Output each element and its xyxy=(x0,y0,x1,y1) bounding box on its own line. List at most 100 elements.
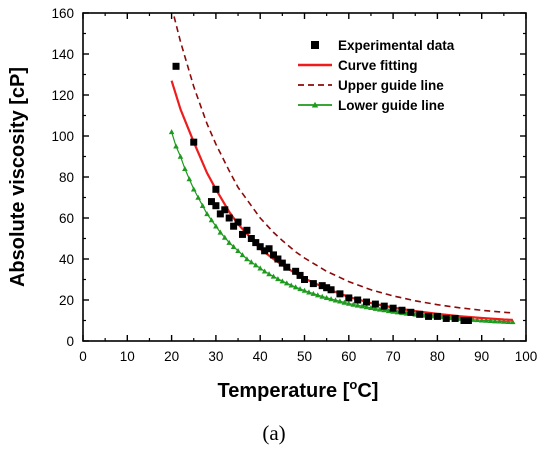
lower-guide-marker xyxy=(261,268,268,274)
data-point xyxy=(389,304,397,312)
data-point xyxy=(460,317,468,324)
lower-guide-marker xyxy=(239,252,246,258)
data-point xyxy=(451,314,459,322)
lower-guide-marker xyxy=(301,287,308,293)
data-point xyxy=(225,214,233,222)
data-point xyxy=(318,282,326,290)
data-point xyxy=(345,294,353,302)
y-tick-label: 40 xyxy=(59,252,74,267)
lower-guide-marker xyxy=(257,265,263,271)
legend-label-curve-fitting: Curve fitting xyxy=(338,58,418,73)
data-point xyxy=(265,245,273,253)
lower-guide-marker xyxy=(363,304,370,310)
data-point xyxy=(336,290,344,298)
data-point xyxy=(380,302,388,310)
lower-guide-marker xyxy=(341,299,348,305)
x-tick-label: 10 xyxy=(120,349,135,364)
lower-guide-marker xyxy=(323,294,330,300)
lower-guide-marker xyxy=(297,286,303,292)
lower-guide-marker xyxy=(483,317,489,323)
lower-guide-marker xyxy=(492,318,498,324)
y-tick-label: 20 xyxy=(59,293,74,308)
legend: Experimental data Curve fitting Upper guid… xyxy=(298,38,455,113)
lower-guide-marker xyxy=(288,282,295,288)
x-tick-label: 0 xyxy=(79,349,87,364)
lower-guide-marker xyxy=(173,143,179,149)
lower-guide-marker xyxy=(381,307,388,313)
data-point xyxy=(172,62,180,70)
data-point xyxy=(190,138,198,146)
lower-guide-marker xyxy=(314,292,321,298)
axes: 0 10 20 30 40 50 60 70 80 90 100 0 20 40 60 80 100 120 140… xyxy=(51,6,537,364)
lower-guide-marker xyxy=(385,308,392,314)
data-point xyxy=(296,271,304,279)
x-tick-label: 30 xyxy=(208,349,223,364)
lower-guide-marker xyxy=(190,186,197,192)
data-point xyxy=(261,247,269,255)
data-point xyxy=(238,230,246,238)
lower-guide-marker xyxy=(372,305,379,311)
lower-guide-marker xyxy=(252,262,259,268)
upper-guide-line-line xyxy=(172,13,513,314)
lower-guide-marker xyxy=(275,276,281,282)
x-tick-label: 20 xyxy=(164,349,179,364)
lower-guide-marker xyxy=(235,248,241,254)
y-tick-label: 100 xyxy=(51,129,74,144)
y-tick-label: 80 xyxy=(59,170,74,185)
data-point xyxy=(327,286,335,294)
data-point xyxy=(207,198,215,206)
data-point xyxy=(425,312,433,320)
data-point xyxy=(216,210,224,218)
legend-label-lower-guide-line: Lower guide line xyxy=(338,98,445,113)
lower-guide-marker xyxy=(186,176,193,182)
data-point xyxy=(234,218,242,226)
data-point xyxy=(354,296,362,304)
lower-guide-marker xyxy=(487,317,494,323)
lower-guide-marker xyxy=(478,317,485,323)
x-axis-title-degree: o xyxy=(349,377,357,392)
y-tick-label: 120 xyxy=(51,88,74,103)
x-tick-label: 60 xyxy=(341,349,356,364)
lower-guide-marker xyxy=(283,280,290,286)
legend-swatch-experimental-data xyxy=(311,41,319,49)
lower-guide-marker xyxy=(292,284,299,290)
lower-guide-marker xyxy=(377,306,383,312)
lower-guide-marker xyxy=(279,278,286,284)
lower-guide-marker xyxy=(354,302,361,308)
lower-guide-marker xyxy=(204,211,210,217)
legend-label-upper-guide-line: Upper guide line xyxy=(338,78,444,93)
lower-guide-marker xyxy=(270,273,277,279)
data-point xyxy=(371,300,379,308)
lower-guide-marker xyxy=(213,223,219,229)
data-point xyxy=(416,310,424,318)
lower-guide-marker xyxy=(350,301,357,307)
data-point xyxy=(464,317,472,324)
lower-guide-marker xyxy=(505,318,512,324)
lower-guide-marker xyxy=(328,296,334,302)
data-point xyxy=(363,298,371,306)
lower-guide-marker xyxy=(266,271,272,277)
data-point xyxy=(274,255,282,263)
lower-guide-marker xyxy=(306,289,312,295)
data-point xyxy=(283,263,291,271)
data-point xyxy=(269,251,277,259)
data-point xyxy=(256,243,264,251)
x-tick-label: 50 xyxy=(297,349,312,364)
data-point xyxy=(407,308,415,316)
x-tick-label: 80 xyxy=(430,349,445,364)
lower-guide-marker xyxy=(230,243,237,249)
x-tick-label: 70 xyxy=(386,349,401,364)
x-axis-title-unit: C] xyxy=(357,380,378,402)
lower-guide-marker xyxy=(332,297,339,303)
x-axis-title-main: Temperature [ xyxy=(218,380,350,402)
lower-guide-marker xyxy=(177,153,184,159)
lower-guide-marker xyxy=(217,229,224,235)
data-point xyxy=(398,306,406,314)
y-tick-label: 160 xyxy=(51,6,74,21)
lower-guide-marker xyxy=(310,290,317,296)
lower-guide-marker xyxy=(195,194,201,200)
legend-marker-lower-guide-line xyxy=(311,101,319,108)
data-point xyxy=(433,312,441,320)
x-tick-label: 100 xyxy=(515,349,538,364)
